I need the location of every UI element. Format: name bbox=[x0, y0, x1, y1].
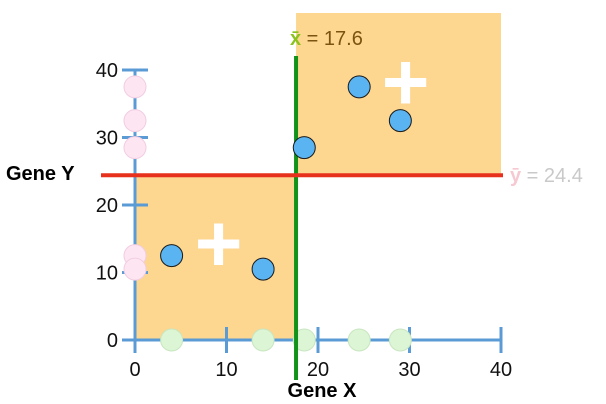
data-points bbox=[160, 75, 412, 281]
y-marginal-point bbox=[123, 109, 147, 133]
x-tick-label: 40 bbox=[490, 359, 512, 381]
y-mean-label: ȳ = 24.4 bbox=[510, 165, 583, 187]
y-axis-title: Gene Y bbox=[6, 163, 75, 185]
y-mean-symbol: ȳ bbox=[510, 165, 522, 187]
axis-labels: 0 10 20 30 40 0 10 20 30 40 bbox=[96, 60, 512, 381]
mean-lines bbox=[101, 56, 503, 380]
y-mean-value: = 24.4 bbox=[521, 165, 583, 187]
y-marginal-point bbox=[123, 75, 147, 99]
x-marginal-point bbox=[347, 328, 371, 352]
data-point bbox=[292, 136, 316, 160]
x-marginal-point bbox=[388, 328, 412, 352]
x-tick-label: 30 bbox=[398, 359, 420, 381]
data-point bbox=[347, 75, 371, 99]
y-tick-label: 0 bbox=[107, 330, 118, 352]
y-marginal-point bbox=[123, 136, 147, 160]
x-mean-value: = 17.6 bbox=[301, 28, 363, 50]
x-tick-label: 20 bbox=[307, 359, 329, 381]
x-marginal-point bbox=[251, 328, 275, 352]
x-tick-label: 0 bbox=[129, 359, 140, 381]
data-point bbox=[251, 257, 275, 281]
plus-sign: + bbox=[195, 199, 243, 290]
y-tick-label: 20 bbox=[96, 195, 118, 217]
y-tick-label: 10 bbox=[96, 263, 118, 285]
data-point bbox=[388, 109, 412, 133]
x-axis-title: Gene X bbox=[288, 380, 358, 402]
x-mean-label: x̄ = 17.6 bbox=[290, 28, 363, 50]
x-marginal-point bbox=[160, 328, 184, 352]
data-point bbox=[160, 244, 184, 268]
x-tick-label: 10 bbox=[215, 359, 237, 381]
upper-right-quadrant bbox=[296, 13, 501, 176]
x-mean-symbol: x̄ bbox=[290, 28, 301, 50]
y-tick-label: 40 bbox=[96, 60, 118, 82]
y-tick-label: 30 bbox=[96, 128, 118, 150]
x-marginal-point bbox=[292, 328, 316, 352]
y-marginal-point bbox=[123, 257, 147, 281]
positive-quadrants bbox=[135, 13, 501, 340]
marginal-points bbox=[123, 75, 412, 352]
